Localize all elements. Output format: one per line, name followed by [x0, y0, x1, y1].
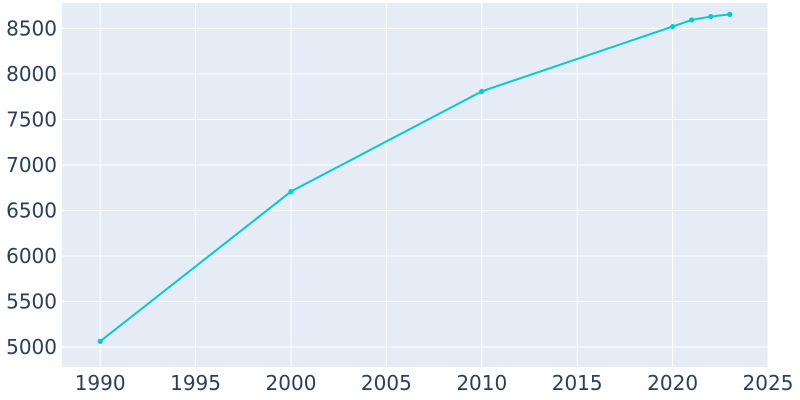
y-axis: 5000 5500 6000 6500 7000 7500 8000 8500	[6, 16, 57, 359]
y-tick-label: 5000	[6, 335, 57, 359]
data-point	[708, 13, 714, 20]
grid-lines	[62, 3, 769, 367]
x-tick-label: 2005	[361, 371, 412, 395]
series-group	[97, 11, 733, 344]
y-tick-label: 5500	[6, 289, 57, 313]
data-point	[479, 88, 485, 94]
data-point	[689, 17, 695, 23]
y-tick-label: 6500	[6, 198, 57, 222]
x-tick-label: 2015	[552, 371, 603, 395]
y-tick-label: 8000	[6, 62, 57, 86]
y-tick-label: 7500	[6, 107, 57, 131]
x-tick-label: 2025	[743, 371, 794, 395]
x-tick-label: 2000	[266, 371, 317, 395]
data-point	[727, 11, 733, 17]
y-tick-label: 7000	[6, 153, 57, 177]
x-tick-label: 1995	[170, 371, 221, 395]
x-tick-label: 1990	[75, 371, 126, 395]
x-axis: 1990 1995 2000 2005 2010 2015 2020 2025	[75, 371, 794, 395]
data-point	[97, 338, 103, 344]
x-tick-label: 2010	[456, 371, 507, 395]
data-point	[669, 23, 676, 30]
plot-area	[62, 3, 768, 367]
y-tick-label: 6000	[6, 244, 57, 268]
y-tick-label: 8500	[6, 16, 57, 40]
x-tick-label: 2020	[647, 371, 698, 395]
data-point	[288, 188, 294, 195]
